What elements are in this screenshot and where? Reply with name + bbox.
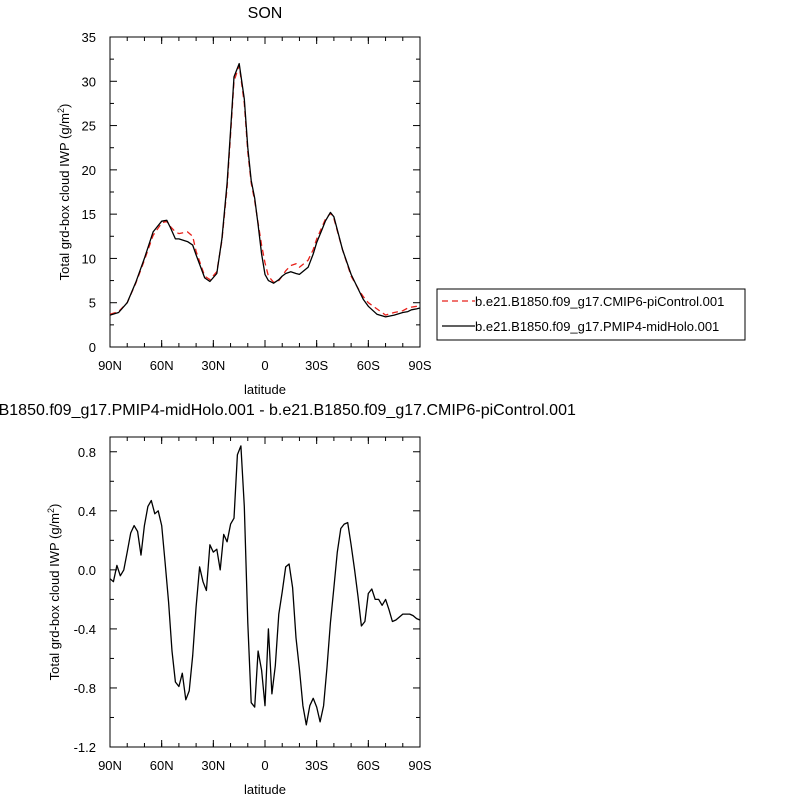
- legend-label-midholo: b.e21.B1850.f09_g17.PMIP4-midHolo.001: [475, 319, 719, 334]
- top-ylabel-end: ): [57, 104, 72, 108]
- top-ytick-label: 20: [82, 163, 96, 178]
- bottom-xtick-label: 90S: [408, 758, 431, 773]
- bottom-ylabel: Total grd-box cloud IWP (g/m2): [46, 504, 62, 681]
- top-xlabel: latitude: [244, 382, 286, 397]
- top-xtick-label: 60S: [357, 358, 380, 373]
- bottom-ylabel-main: Total grd-box cloud IWP (g/m: [47, 513, 62, 680]
- bottom-axis-ticks: 90N 60N 30N 0 30S 60S 90S -1.2 -0.8 -0.4 0.0 0.4 0.8: [74, 437, 432, 773]
- bottom-ylabel-end: ): [47, 504, 62, 508]
- top-ytick-label: 5: [89, 296, 96, 311]
- legend: b.e21.B1850.f09_g17.CMIP6-piControl.001 …: [436, 288, 746, 341]
- top-ytick-label: 30: [82, 74, 96, 89]
- bottom-ytick-label: -0.8: [74, 681, 96, 696]
- top-axis-ticks: 90N 60N 30N 0 30S 60S 90S 0 5 10 15 20 25 30 35: [82, 30, 432, 373]
- bottom-xlabel: latitude: [244, 782, 286, 797]
- top-xtick-label: 0: [261, 358, 268, 373]
- top-ylabel-sup: 2: [56, 108, 66, 113]
- top-xtick-label: 60N: [150, 358, 174, 373]
- bottom-ytick-label: -1.2: [74, 740, 96, 755]
- bottom-ytick-label: 0.0: [78, 563, 96, 578]
- top-ytick-label: 35: [82, 30, 96, 45]
- bottom-xtick-label: 30N: [201, 758, 225, 773]
- bottom-series-lines: [109, 445, 421, 726]
- top-xtick-label: 30S: [305, 358, 328, 373]
- top-plot-frame: [109, 36, 421, 348]
- top-ytick-label: 10: [82, 251, 96, 266]
- top-xtick-label: 90N: [98, 358, 122, 373]
- top-series-line-0: [109, 64, 421, 316]
- top-ytick-label: 15: [82, 207, 96, 222]
- bottom-ytick-label: -0.4: [74, 622, 96, 637]
- legend-label-picontrol: b.e21.B1850.f09_g17.CMIP6-piControl.001: [475, 294, 724, 309]
- bottom-ytick-label: 0.8: [78, 445, 96, 460]
- bottom-xtick-label: 30S: [305, 758, 328, 773]
- bottom-title: b.e21.B1850.f09_g17.PMIP4-midHolo.001 - …: [0, 402, 576, 419]
- top-title: SON: [248, 5, 283, 22]
- bottom-ylabel-sup: 2: [46, 508, 56, 513]
- top-ylabel: Total grd-box cloud IWP (g/m2): [56, 104, 72, 281]
- bottom-xtick-label: 90N: [98, 758, 122, 773]
- top-ytick-label: 0: [89, 340, 96, 355]
- top-panel: SON 90N 60N 30N 0 30S 60S 90S 0 5 10 15 20 25 30 35 la…: [56, 5, 432, 397]
- legend-box: [436, 288, 746, 341]
- top-series-line-1: [109, 62, 421, 318]
- top-xtick-label: 90S: [408, 358, 431, 373]
- top-ylabel-main: Total grd-box cloud IWP (g/m: [57, 113, 72, 280]
- top-ytick-label: 25: [82, 119, 96, 134]
- bottom-series-line-0: [109, 445, 421, 726]
- bottom-panel: b.e21.B1850.f09_g17.PMIP4-midHolo.001 - …: [0, 402, 576, 797]
- bottom-ytick-label: 0.4: [78, 504, 96, 519]
- bottom-xtick-label: 60S: [357, 758, 380, 773]
- top-series-lines: [109, 62, 421, 318]
- bottom-xtick-label: 60N: [150, 758, 174, 773]
- top-xtick-label: 30N: [201, 358, 225, 373]
- bottom-xtick-label: 0: [261, 758, 268, 773]
